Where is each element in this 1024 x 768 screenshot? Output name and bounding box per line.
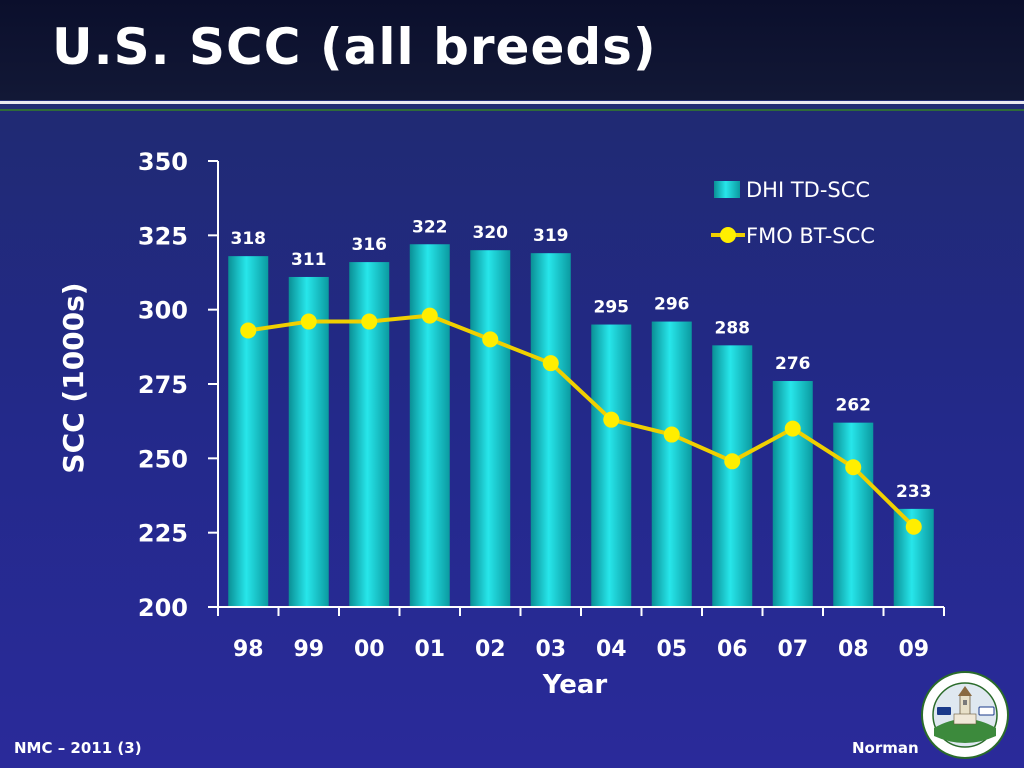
legend-bar-swatch: [714, 181, 740, 198]
bar-03: [530, 253, 571, 607]
line-point-04: [603, 411, 620, 428]
bar-98: [228, 256, 269, 607]
tick-labels: 200 225 250 275 300 325 350 98 99 00 01 02 03 04 05 06 0…: [138, 148, 929, 662]
bar-06: [712, 345, 753, 607]
line-point-05: [663, 426, 680, 443]
y-tick-label-225: 225: [138, 520, 188, 548]
bar-data-labels: 318 311 316 322 320 319 295 296 288 276 262 233: [231, 217, 932, 502]
line-point-03: [542, 355, 559, 372]
y-tick-label-200: 200: [138, 594, 188, 622]
bar-08: [833, 422, 874, 607]
x-tick-label-01: 01: [414, 637, 445, 662]
line-point-06: [724, 453, 741, 470]
line-point-02: [482, 331, 499, 348]
line-point-98: [240, 322, 257, 339]
x-tick-label-00: 00: [354, 637, 385, 662]
legend-bar-label: DHI TD-SCC: [746, 178, 870, 202]
line-point-00: [361, 313, 378, 330]
bar-05: [651, 321, 692, 607]
x-tick-label-98: 98: [233, 637, 264, 662]
x-tick-label-99: 99: [293, 637, 324, 662]
bar-02: [470, 250, 511, 607]
bar-07: [772, 381, 813, 607]
y-tick-label-250: 250: [138, 445, 188, 473]
bar-data-label-07: 276: [775, 354, 811, 374]
bar-data-label-02: 320: [473, 223, 509, 243]
x-tick-label-05: 05: [656, 637, 687, 662]
bar-data-label-05: 296: [654, 295, 690, 315]
y-tick-label-350: 350: [138, 148, 188, 176]
line-point-01: [421, 307, 438, 324]
footer-right: Norman: [852, 739, 919, 757]
title-rule-accent: [0, 109, 1024, 111]
bar-data-label-03: 319: [533, 226, 569, 246]
x-tick-label-02: 02: [475, 637, 506, 662]
x-tick-label-06: 06: [717, 637, 748, 662]
bar-04: [591, 324, 632, 607]
bar-series: [228, 244, 934, 607]
line-point-08: [845, 459, 862, 476]
legend-line-marker: [720, 227, 736, 243]
line-point-09: [905, 518, 922, 535]
title-rule: [0, 101, 1024, 104]
bar-01: [409, 244, 450, 607]
bar-data-label-06: 288: [715, 318, 751, 338]
bar-data-label-08: 262: [836, 396, 872, 416]
bar-data-label-99: 311: [291, 250, 327, 270]
y-tick-label-325: 325: [138, 222, 188, 250]
line-point-07: [784, 420, 801, 437]
footer-left: NMC – 2011 (3): [14, 739, 142, 757]
x-tick-label-03: 03: [535, 637, 566, 662]
bar-data-label-09: 233: [896, 482, 932, 502]
y-axis-label: SCC (1000s): [57, 282, 90, 473]
bar-data-label-98: 318: [231, 229, 267, 249]
legend: DHI TD-SCC FMO BT-SCC: [711, 178, 875, 248]
bar-data-label-04: 295: [594, 298, 630, 318]
bar-99: [288, 276, 329, 607]
axes: [208, 160, 945, 616]
slide-title: U.S. SCC (all breeds): [52, 18, 657, 76]
x-tick-label-04: 04: [596, 637, 627, 662]
x-tick-label-07: 07: [777, 637, 808, 662]
bar-data-label-00: 316: [352, 235, 388, 255]
barc-centennial-logo: [921, 671, 1009, 759]
x-tick-label-08: 08: [838, 637, 869, 662]
x-tick-label-09: 09: [898, 637, 929, 662]
y-tick-label-300: 300: [138, 297, 188, 325]
legend-line-label: FMO BT-SCC: [746, 224, 875, 248]
fmo-bt-scc-line: [247, 313, 916, 529]
x-axis-label: Year: [542, 670, 608, 700]
line-series: [240, 307, 922, 535]
line-point-99: [300, 313, 317, 330]
y-tick-label-275: 275: [138, 371, 188, 399]
bar-data-label-01: 322: [412, 217, 448, 237]
title-bar: [0, 0, 1024, 100]
